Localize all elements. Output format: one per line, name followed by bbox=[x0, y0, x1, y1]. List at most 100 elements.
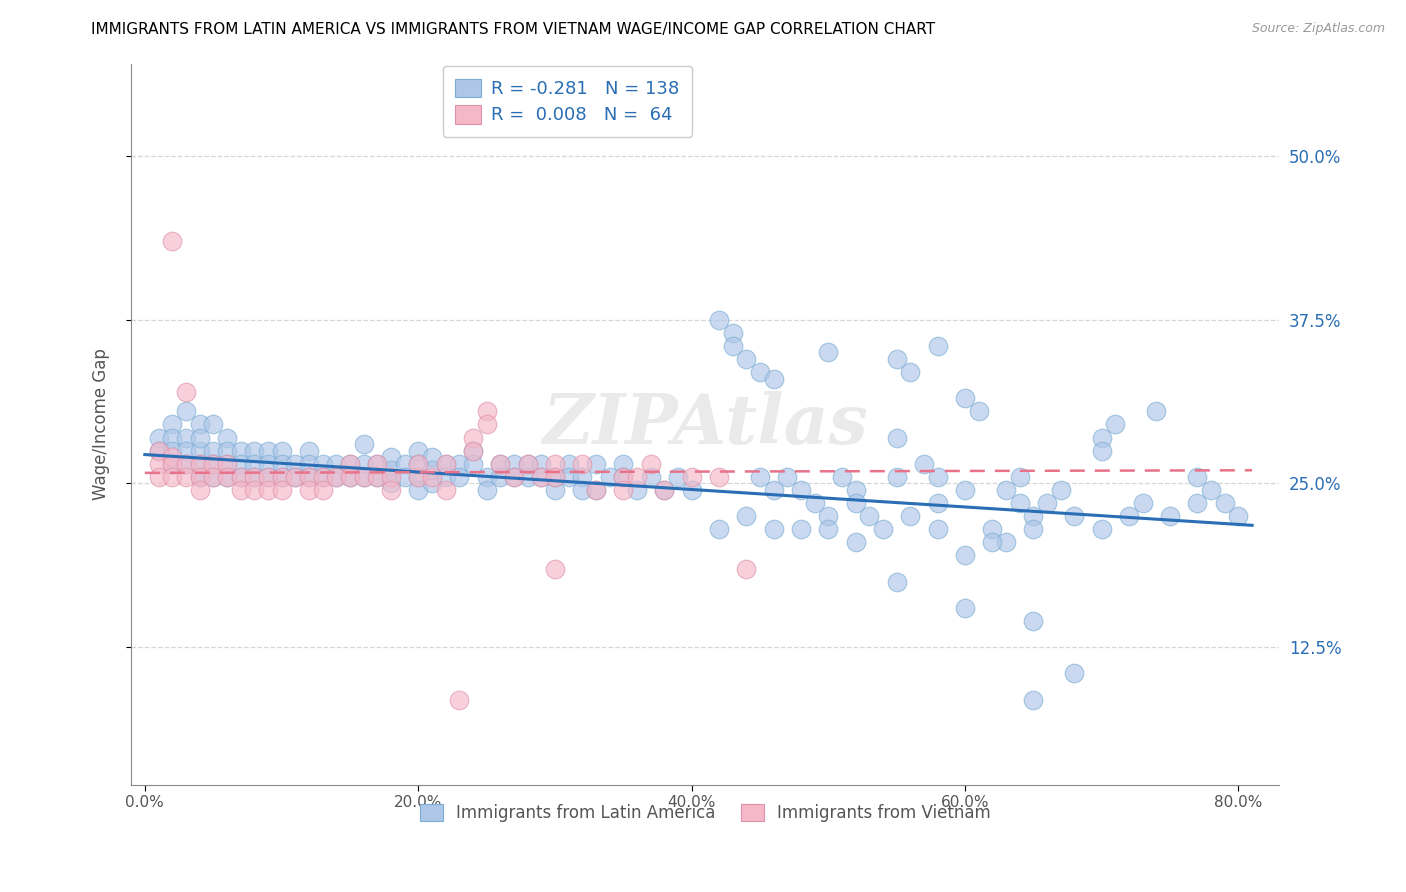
Point bbox=[612, 470, 634, 484]
Point bbox=[298, 470, 321, 484]
Point bbox=[1063, 509, 1085, 524]
Point bbox=[612, 470, 634, 484]
Point bbox=[707, 470, 730, 484]
Point bbox=[1022, 692, 1045, 706]
Point bbox=[202, 457, 225, 471]
Point bbox=[1199, 483, 1222, 497]
Point bbox=[174, 457, 197, 471]
Point bbox=[420, 450, 443, 465]
Point bbox=[666, 470, 689, 484]
Point bbox=[160, 234, 183, 248]
Point bbox=[803, 496, 825, 510]
Point bbox=[544, 561, 567, 575]
Point bbox=[1118, 509, 1140, 524]
Point bbox=[257, 457, 280, 471]
Point bbox=[1159, 509, 1181, 524]
Point bbox=[912, 457, 935, 471]
Point bbox=[995, 535, 1018, 549]
Point bbox=[366, 470, 388, 484]
Point bbox=[148, 443, 170, 458]
Point bbox=[516, 457, 538, 471]
Point bbox=[434, 457, 457, 471]
Point bbox=[366, 457, 388, 471]
Point bbox=[599, 470, 621, 484]
Point bbox=[229, 457, 252, 471]
Point bbox=[325, 470, 347, 484]
Point bbox=[817, 509, 839, 524]
Point bbox=[516, 457, 538, 471]
Point bbox=[898, 509, 921, 524]
Text: IMMIGRANTS FROM LATIN AMERICA VS IMMIGRANTS FROM VIETNAM WAGE/INCOME GAP CORRELA: IMMIGRANTS FROM LATIN AMERICA VS IMMIGRA… bbox=[91, 22, 935, 37]
Point bbox=[585, 483, 607, 497]
Point bbox=[681, 483, 703, 497]
Point bbox=[831, 470, 853, 484]
Point bbox=[311, 483, 333, 497]
Point bbox=[202, 457, 225, 471]
Point bbox=[434, 470, 457, 484]
Point bbox=[735, 509, 758, 524]
Point bbox=[160, 430, 183, 444]
Point bbox=[790, 522, 813, 536]
Point bbox=[257, 470, 280, 484]
Point bbox=[612, 483, 634, 497]
Point bbox=[707, 312, 730, 326]
Point bbox=[1213, 496, 1236, 510]
Point bbox=[160, 450, 183, 465]
Point bbox=[434, 483, 457, 497]
Text: Source: ZipAtlas.com: Source: ZipAtlas.com bbox=[1251, 22, 1385, 36]
Point bbox=[339, 457, 361, 471]
Point bbox=[270, 443, 292, 458]
Point bbox=[229, 470, 252, 484]
Point bbox=[270, 470, 292, 484]
Point bbox=[243, 483, 266, 497]
Point bbox=[1022, 522, 1045, 536]
Point bbox=[229, 470, 252, 484]
Point bbox=[544, 483, 567, 497]
Point bbox=[571, 457, 593, 471]
Point bbox=[1132, 496, 1154, 510]
Point bbox=[188, 470, 211, 484]
Point bbox=[461, 443, 484, 458]
Point bbox=[339, 470, 361, 484]
Point bbox=[215, 457, 238, 471]
Point bbox=[612, 457, 634, 471]
Point bbox=[298, 457, 321, 471]
Point bbox=[461, 457, 484, 471]
Point bbox=[503, 470, 526, 484]
Point bbox=[406, 483, 429, 497]
Point bbox=[160, 470, 183, 484]
Point bbox=[557, 470, 579, 484]
Point bbox=[571, 470, 593, 484]
Point bbox=[270, 483, 292, 497]
Point bbox=[640, 457, 662, 471]
Point bbox=[202, 470, 225, 484]
Point bbox=[394, 457, 416, 471]
Point bbox=[202, 470, 225, 484]
Point bbox=[503, 470, 526, 484]
Point bbox=[380, 483, 402, 497]
Point bbox=[257, 483, 280, 497]
Text: ZIPAtlas: ZIPAtlas bbox=[543, 391, 868, 458]
Point bbox=[489, 470, 512, 484]
Point bbox=[953, 600, 976, 615]
Point bbox=[762, 522, 785, 536]
Point bbox=[749, 470, 772, 484]
Point bbox=[353, 437, 375, 451]
Point bbox=[366, 470, 388, 484]
Point bbox=[449, 692, 471, 706]
Point bbox=[1187, 470, 1209, 484]
Point bbox=[188, 457, 211, 471]
Point bbox=[243, 457, 266, 471]
Point bbox=[148, 443, 170, 458]
Point bbox=[953, 483, 976, 497]
Point bbox=[516, 470, 538, 484]
Point bbox=[762, 371, 785, 385]
Point bbox=[1049, 483, 1071, 497]
Point bbox=[215, 470, 238, 484]
Point bbox=[298, 443, 321, 458]
Point bbox=[585, 483, 607, 497]
Point bbox=[449, 457, 471, 471]
Point bbox=[981, 535, 1004, 549]
Point bbox=[353, 470, 375, 484]
Point bbox=[1144, 404, 1167, 418]
